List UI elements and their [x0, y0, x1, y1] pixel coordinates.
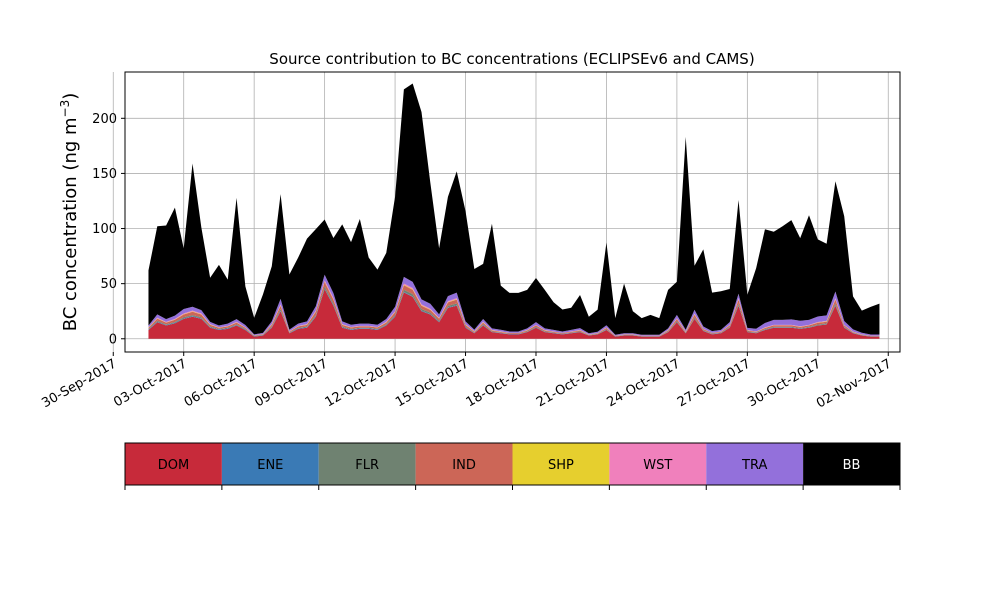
legend-swatch-wst: [609, 443, 707, 485]
x-tick-label: 18-Oct-2017: [464, 356, 542, 410]
legend-swatch-dom: [125, 443, 222, 485]
legend-label-wst: WST: [643, 458, 672, 473]
legend-label-ind: IND: [452, 458, 476, 473]
x-tick-label: 24-Oct-2017: [605, 356, 683, 410]
y-tick-label: 200: [92, 112, 117, 127]
x-tick-label: 12-Oct-2017: [323, 356, 401, 410]
legend-swatch-bb: [803, 443, 900, 485]
legend-swatch-ene: [221, 443, 319, 485]
x-tick-label: 27-Oct-2017: [675, 356, 753, 410]
legend-swatch-shp: [512, 443, 610, 485]
plot-area: 0 50 100 150 200 30-Sep-201703-Oct-201706-Oct…: [39, 71, 901, 411]
x-tick-label: 30-Sep-2017: [39, 356, 119, 411]
y-tick-label: 150: [92, 167, 117, 182]
y-tick-label: 0: [109, 332, 117, 347]
legend-label-bb: BB: [843, 458, 861, 473]
axes-frame: [124, 71, 901, 353]
y-tick-label: 50: [100, 277, 117, 292]
y-axis-label: BC concentration (ng m−3): [58, 93, 81, 332]
area-shp: [148, 281, 880, 336]
legend: DOM ENE FLR IND SHP WST TRA BB: [124, 442, 901, 490]
legend-label-dom: DOM: [158, 458, 189, 473]
legend-label-flr: FLR: [355, 458, 379, 473]
x-tick-label: 02-Nov-2017: [814, 356, 894, 411]
x-tick-label: 06-Oct-2017: [182, 356, 260, 410]
x-tick-label: 03-Oct-2017: [111, 356, 189, 410]
legend-swatch-flr: [318, 443, 416, 485]
area-ind: [148, 282, 880, 337]
area-bb: [148, 83, 880, 335]
legend-label-shp: SHP: [548, 458, 574, 473]
x-tick-label: 30-Oct-2017: [745, 356, 823, 410]
x-tick-label: 09-Oct-2017: [252, 356, 330, 410]
area-dom: [148, 289, 880, 339]
legend-swatch-ind: [415, 443, 513, 485]
x-tick-label: 15-Oct-2017: [393, 356, 471, 410]
area-tra: [148, 274, 880, 336]
y-tick-label: 100: [92, 222, 117, 237]
chart-title: Source contribution to BC concentrations…: [269, 50, 754, 68]
legend-label-ene: ENE: [257, 458, 283, 473]
x-tick-label: 21-Oct-2017: [534, 356, 612, 410]
legend-swatch-tra: [706, 443, 804, 485]
legend-label-tra: TRA: [741, 458, 767, 473]
area-wst: [148, 280, 880, 336]
